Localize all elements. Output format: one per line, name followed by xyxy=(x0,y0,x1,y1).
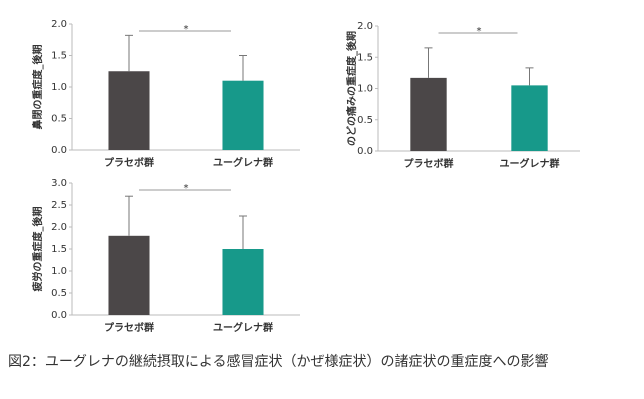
bar xyxy=(108,71,150,150)
y-tick-label: 0.0 xyxy=(51,310,67,321)
caption: 図2：ユーグレナの継続摂取による感冒症状（かぜ様症状）の諸症状の重症度への影響 xyxy=(8,353,549,370)
y-tick-label: 0.5 xyxy=(51,114,67,125)
significance-mark: * xyxy=(184,24,189,35)
x-tick-label: プラセボ群 xyxy=(104,156,154,169)
y-tick-label: 2.5 xyxy=(51,200,67,211)
significance-mark: * xyxy=(477,26,482,37)
y-axis-label: 鼻閉の重症度_後期 xyxy=(31,45,44,130)
y-tick-label: 3.0 xyxy=(51,178,67,189)
y-tick-label: 0.5 xyxy=(51,288,67,299)
y-tick-label: 2.0 xyxy=(357,21,373,32)
y-tick-label: 1.0 xyxy=(51,266,67,277)
y-tick-label: 2.0 xyxy=(51,19,67,30)
x-tick-label: ユーグレナ群 xyxy=(213,321,273,334)
y-axis-label: 疲労の重症度_後期 xyxy=(31,207,44,292)
bar xyxy=(108,235,150,315)
x-tick-label: プラセボ群 xyxy=(404,157,454,170)
bar xyxy=(222,249,264,315)
significance-mark: * xyxy=(184,183,189,194)
y-tick-label: 1.5 xyxy=(357,52,373,63)
bar xyxy=(222,80,264,150)
bar xyxy=(410,77,447,151)
y-tick-label: 2.0 xyxy=(51,222,67,233)
y-tick-label: 1.0 xyxy=(357,84,373,95)
x-tick-label: ユーグレナ群 xyxy=(500,157,560,170)
y-tick-label: 0.0 xyxy=(51,145,67,156)
x-tick-label: プラセボ群 xyxy=(104,321,154,334)
y-tick-label: 0.5 xyxy=(357,115,373,126)
y-tick-label: 0.0 xyxy=(357,146,373,157)
bar xyxy=(511,85,548,151)
y-axis-label: のどの痛みの重症度_後期 xyxy=(345,31,358,146)
x-tick-label: ユーグレナ群 xyxy=(213,156,273,169)
y-tick-label: 1.5 xyxy=(51,244,67,255)
y-tick-label: 1.5 xyxy=(51,51,67,62)
y-tick-label: 1.0 xyxy=(51,82,67,93)
